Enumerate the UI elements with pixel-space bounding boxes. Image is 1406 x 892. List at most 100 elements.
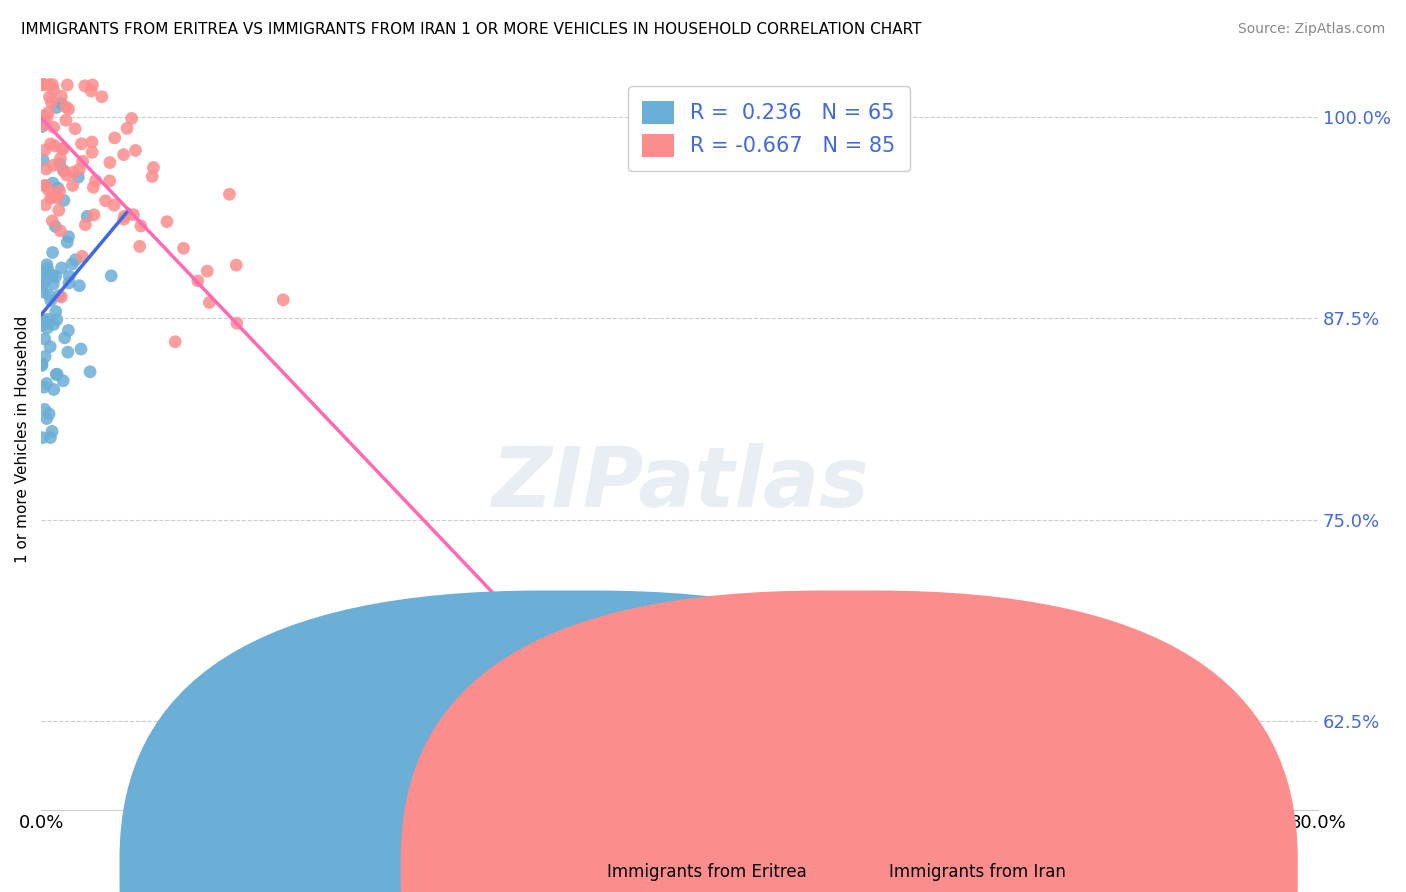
Point [67,162,90,177]
Point [34,198,56,212]
Point [42,277,65,291]
Point [32,115,55,129]
Point [129,219,152,233]
Text: Immigrants from Eritrea: Immigrants from Eritrea [607,863,807,881]
Point [44,138,66,153]
Point [35,273,58,287]
Point [41,268,63,283]
Point [70,136,93,151]
Point [84,173,107,187]
Point [39,293,62,308]
Point [53,331,76,345]
Point [31,78,53,92]
Point [52,374,75,388]
Point [31,285,53,299]
Point [35,411,58,425]
Point [67,278,90,293]
Point [80,84,103,98]
Point [94,194,117,208]
Point [112,147,135,161]
Point [39,191,62,205]
Point [58,102,80,116]
Point [34,332,56,346]
Point [38,90,60,104]
Point [32,118,55,132]
Point [83,208,105,222]
Point [70,342,93,356]
Point [187,274,209,288]
Point [37,261,59,276]
Point [114,209,136,223]
Text: IMMIGRANTS FROM ERITREA VS IMMIGRANTS FROM IRAN 1 OR MORE VEHICLES IN HOUSEHOLD : IMMIGRANTS FROM ERITREA VS IMMIGRANTS FR… [21,22,921,37]
Point [42,176,65,190]
Point [198,295,221,310]
Point [41,425,63,439]
Point [56,78,79,92]
Point [48,288,70,302]
Point [42,383,65,397]
Point [35,376,58,391]
Point [45,312,67,326]
Point [48,203,70,218]
Point [45,269,67,284]
Point [52,163,75,178]
Point [58,323,80,337]
Point [56,235,79,250]
Point [142,161,165,175]
Point [31,357,53,371]
Point [70,249,93,263]
Point [49,96,72,111]
Point [32,313,55,327]
Point [98,155,121,169]
Point [103,198,125,212]
Point [34,178,56,193]
Point [46,191,69,205]
Point [41,190,63,204]
Point [34,178,56,193]
Point [55,100,77,114]
Point [51,89,73,103]
Point [49,152,72,166]
Text: Source: ZipAtlas.com: Source: ZipAtlas.com [1237,22,1385,37]
Y-axis label: 1 or more Vehicles in Household: 1 or more Vehicles in Household [15,316,30,563]
Point [32,315,55,329]
Point [35,258,58,272]
Point [45,304,67,318]
Point [44,219,66,234]
Point [49,224,72,238]
Point [31,120,53,134]
Point [42,120,65,135]
Point [34,350,56,364]
Point [46,181,69,195]
Point [48,156,70,170]
Point [45,368,67,382]
Point [104,131,127,145]
Point [112,212,135,227]
Point [121,112,143,126]
Point [51,142,73,156]
Point [165,334,187,349]
Point [62,178,84,193]
Point [60,257,83,271]
Point [48,184,70,198]
Point [173,241,195,255]
Point [55,113,77,128]
Point [79,365,101,379]
Point [41,78,63,92]
Point [31,359,53,373]
Point [51,260,73,275]
Point [55,168,77,182]
Point [82,78,104,92]
Point [82,145,104,160]
Point [37,312,59,326]
Point [80,135,103,149]
Point [195,264,218,278]
Point [39,340,62,354]
Point [225,316,247,330]
Point [128,239,150,253]
Point [63,121,86,136]
Point [41,245,63,260]
Point [58,229,80,244]
Point [73,78,96,93]
Point [75,218,97,232]
